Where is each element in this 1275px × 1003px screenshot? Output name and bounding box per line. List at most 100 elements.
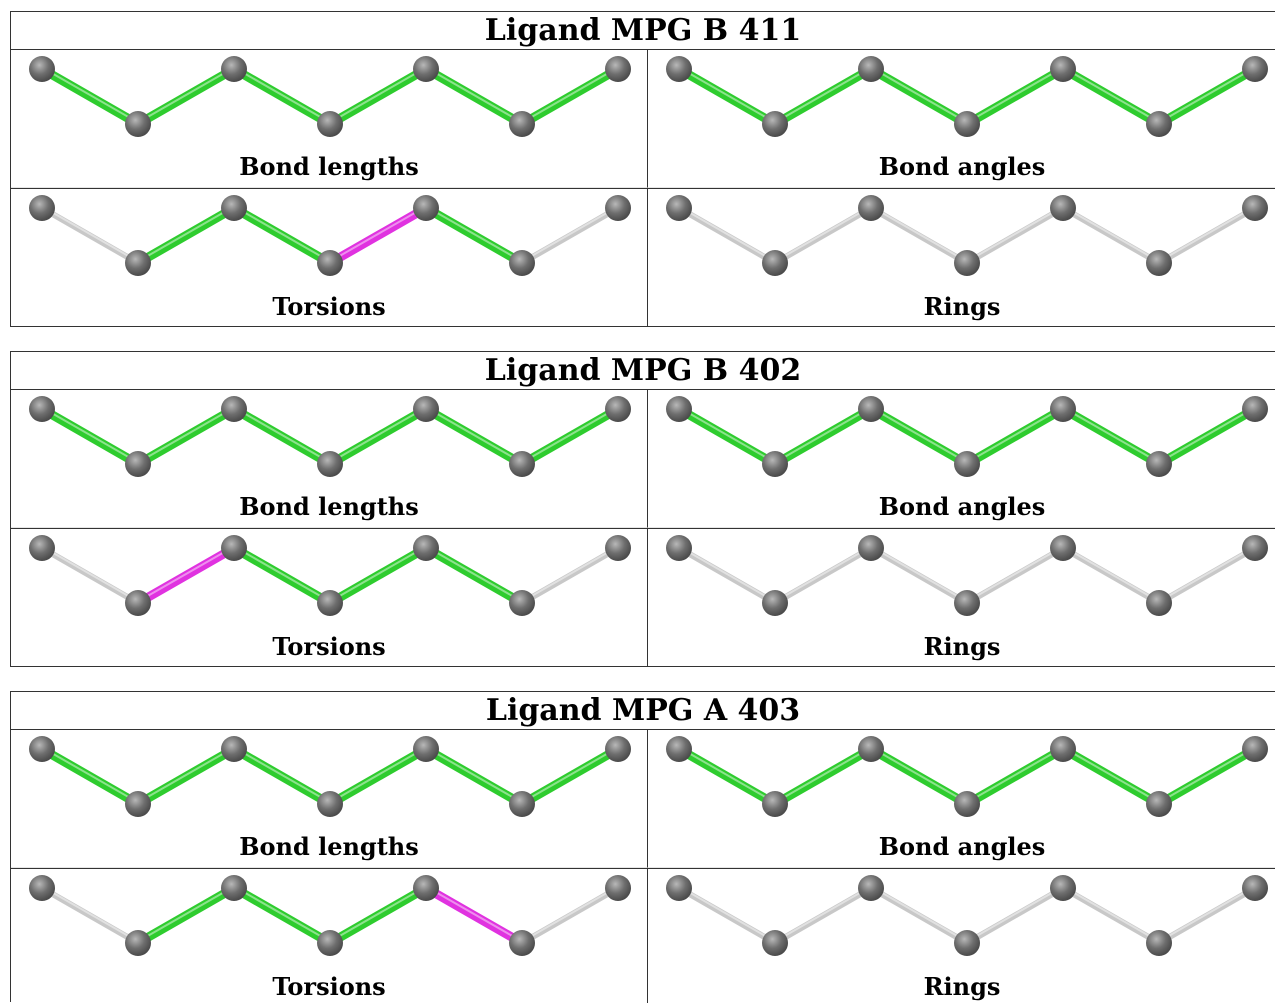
bond-highlight [137, 205, 235, 263]
panel-label: Rings [923, 972, 1001, 1001]
bond-highlight [521, 885, 619, 943]
atom [413, 736, 439, 762]
bond-ok [229, 64, 335, 129]
atom [509, 111, 535, 137]
bond-highlight [329, 66, 427, 124]
ligand-title: Ligand MPG B 402 [11, 352, 1275, 390]
atom [29, 875, 55, 901]
bond-ok [133, 203, 239, 268]
bond-none [964, 205, 1066, 266]
bond-highlight [1158, 885, 1256, 943]
bond-highlight [1158, 746, 1256, 804]
bond-highlight [41, 205, 139, 263]
bond-highlight [233, 545, 331, 603]
bond-highlight [521, 205, 619, 263]
bond-highlight [329, 545, 427, 603]
molecule-diagram [666, 736, 1268, 817]
bond-ok [421, 404, 527, 469]
atom [29, 396, 55, 422]
bond-ok [133, 404, 239, 469]
atom [125, 250, 151, 276]
atom [509, 590, 535, 616]
bond-highlight [966, 545, 1064, 603]
atom [1050, 396, 1076, 422]
bond-highlight [1062, 406, 1160, 464]
bond-ok [229, 404, 335, 469]
bond-ok [1058, 744, 1164, 809]
atom [762, 930, 788, 956]
bond-ok [866, 744, 972, 809]
bond-outlier [421, 883, 527, 948]
bond-highlight [774, 746, 872, 804]
bond-none [1060, 885, 1162, 946]
bond-highlight [774, 885, 872, 943]
atom [605, 396, 631, 422]
bond-highlight [870, 406, 968, 464]
bond-highlight [774, 406, 872, 464]
divider [11, 528, 648, 529]
atom [954, 930, 980, 956]
bond-highlight [425, 885, 523, 943]
bond-ok [133, 64, 239, 129]
atom [762, 111, 788, 137]
atom [317, 451, 343, 477]
divider [11, 188, 648, 189]
bond-none [1060, 545, 1162, 606]
atom [29, 736, 55, 762]
panel-label: Bond lengths [239, 152, 419, 181]
molecule-diagram [29, 875, 631, 956]
bond-none [676, 205, 778, 266]
panel-label: Torsions [272, 972, 386, 1001]
bond-ok [229, 203, 335, 268]
bond-outlier [133, 543, 239, 608]
atom [858, 875, 884, 901]
bond-ok [1154, 64, 1260, 129]
bond-ok [325, 64, 431, 129]
atom [1146, 930, 1172, 956]
bond-highlight [41, 885, 139, 943]
bond-none [1156, 205, 1258, 266]
atom [858, 535, 884, 561]
bond-none [1156, 885, 1258, 946]
bond-none [39, 545, 141, 606]
atom [762, 451, 788, 477]
bond-highlight [41, 545, 139, 603]
atom [317, 930, 343, 956]
bond-highlight [329, 746, 427, 804]
bond-ok [962, 404, 1068, 469]
divider [648, 868, 1275, 869]
bond-none [772, 885, 874, 946]
atom [762, 791, 788, 817]
atom [605, 56, 631, 82]
bond-highlight [233, 885, 331, 943]
bond-ok [674, 64, 780, 129]
bond-none [772, 545, 874, 606]
bond-ok [229, 883, 335, 948]
atom [509, 930, 535, 956]
atom [221, 396, 247, 422]
atom [1242, 736, 1268, 762]
bond-none [868, 545, 970, 606]
bond-lengths-panel: Bond lengths [11, 390, 648, 528]
bond-lengths-panel: Bond lengths [11, 50, 648, 188]
bond-highlight [870, 885, 968, 943]
bond-ok [962, 744, 1068, 809]
bond-ok [517, 64, 623, 129]
bond-highlight [425, 746, 523, 804]
bond-highlight [1158, 406, 1256, 464]
torsions-panel: Torsions [11, 529, 648, 667]
atom [413, 396, 439, 422]
atom [605, 195, 631, 221]
ligand-title: Ligand MPG A 403 [11, 692, 1275, 730]
bond-ok [1058, 404, 1164, 469]
bond-highlight [521, 545, 619, 603]
atom [221, 195, 247, 221]
bond-ok [962, 64, 1068, 129]
bond-ok [770, 744, 876, 809]
bond-highlight [1062, 545, 1160, 603]
atom [413, 535, 439, 561]
bond-highlight [678, 205, 776, 263]
bond-ok [866, 404, 972, 469]
atom [1242, 195, 1268, 221]
atom [605, 736, 631, 762]
